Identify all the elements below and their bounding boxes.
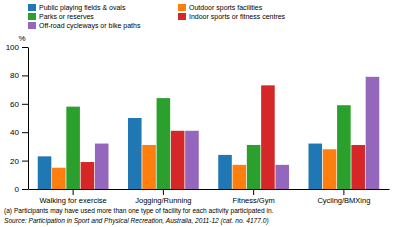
bar [171,131,185,189]
bar [185,131,199,189]
y-tick-mark [22,161,28,162]
y-tick-mark [22,75,28,76]
y-tick-label: 60 [10,100,19,109]
bar-series [38,118,322,189]
y-tick-label: 0 [15,185,20,194]
y-axis-line [28,48,29,190]
chart: 0 20 40 60 80 100 Walking for exercise Jogging/… [0,0,397,227]
legend-item: Outdoor sports facilities [178,4,263,12]
bar [81,162,95,189]
x-tick-mark [163,189,164,195]
bar [351,145,365,189]
legend-item: Indoor sports or fitness centres [178,13,286,21]
bar [128,118,142,189]
legend-item: Public playing fields & ovals [28,4,126,12]
x-tick-label: Fitness/Gym [233,196,275,205]
y-tick: 60 [10,100,28,109]
bar [218,155,232,189]
x-tick: Walking for exercise [40,189,107,205]
y-tick: 80 [10,71,28,80]
bar [157,98,171,189]
y-tick: 20 [10,157,28,166]
legend-label: Off-road cycleways or bike paths [39,22,141,30]
footnote: (a) Participants may have used more than… [4,207,274,215]
y-tick: 0 [15,185,28,194]
bar [52,168,66,189]
bar [247,145,261,189]
footnote: Source: Participation in Sport and Physi… [4,217,269,225]
y-axis-title: % [18,34,25,43]
legend-label: Public playing fields & ovals [39,4,126,12]
x-tick-mark [253,189,254,195]
bar [233,165,247,189]
bar [38,156,52,189]
legend: Public playing fields & ovals Outdoor spo… [28,4,286,30]
x-axis: Walking for exercise Jogging/Running Fitne… [29,189,390,205]
legend-label: Outdoor sports facilities [189,4,263,12]
bar [337,105,351,189]
y-tick-mark [22,132,28,133]
bar [323,149,337,189]
legend-swatch [178,13,186,20]
bar [142,145,156,189]
x-tick-label: Walking for exercise [40,196,107,205]
bar [66,107,80,189]
bar [95,144,109,189]
x-tick-mark [73,189,74,195]
x-tick-label: Jogging/Running [135,196,191,205]
legend-label: Indoor sports or fitness centres [189,13,286,21]
legend-swatch [178,4,186,11]
legend-swatch [28,13,36,20]
x-tick: Fitness/Gym [233,189,275,205]
plot: 0 20 40 60 80 100 Walking for exercise Jogging/… [6,43,390,205]
bars [38,77,380,189]
y-tick-label: 40 [10,128,19,137]
y-tick-mark [22,104,28,105]
legend-label: Parks or reserves [39,13,94,20]
bar [366,77,380,189]
y-axis: 0 20 40 60 80 100 [6,43,29,194]
bar [308,144,322,189]
y-tick: 40 [10,128,28,137]
bar-series [95,77,379,189]
y-tick-mark [22,189,28,190]
y-tick-label: 80 [10,71,19,80]
bar [275,165,289,189]
y-tick-label: 100 [6,43,20,52]
bar-series [66,98,350,189]
y-tick-label: 20 [10,157,19,166]
legend-item: Parks or reserves [28,13,94,20]
x-axis-line [29,189,390,190]
x-tick-label: Cycling/BMXing [317,196,370,205]
bar-series [81,85,365,189]
legend-swatch [28,22,36,29]
y-tick: 100 [6,43,28,52]
x-tick: Cycling/BMXing [317,189,370,205]
legend-swatch [28,4,36,11]
legend-item: Off-road cycleways or bike paths [28,22,141,30]
y-tick-mark [22,47,28,48]
x-tick: Jogging/Running [135,189,191,205]
x-tick-mark [343,189,344,195]
bar [261,85,275,189]
